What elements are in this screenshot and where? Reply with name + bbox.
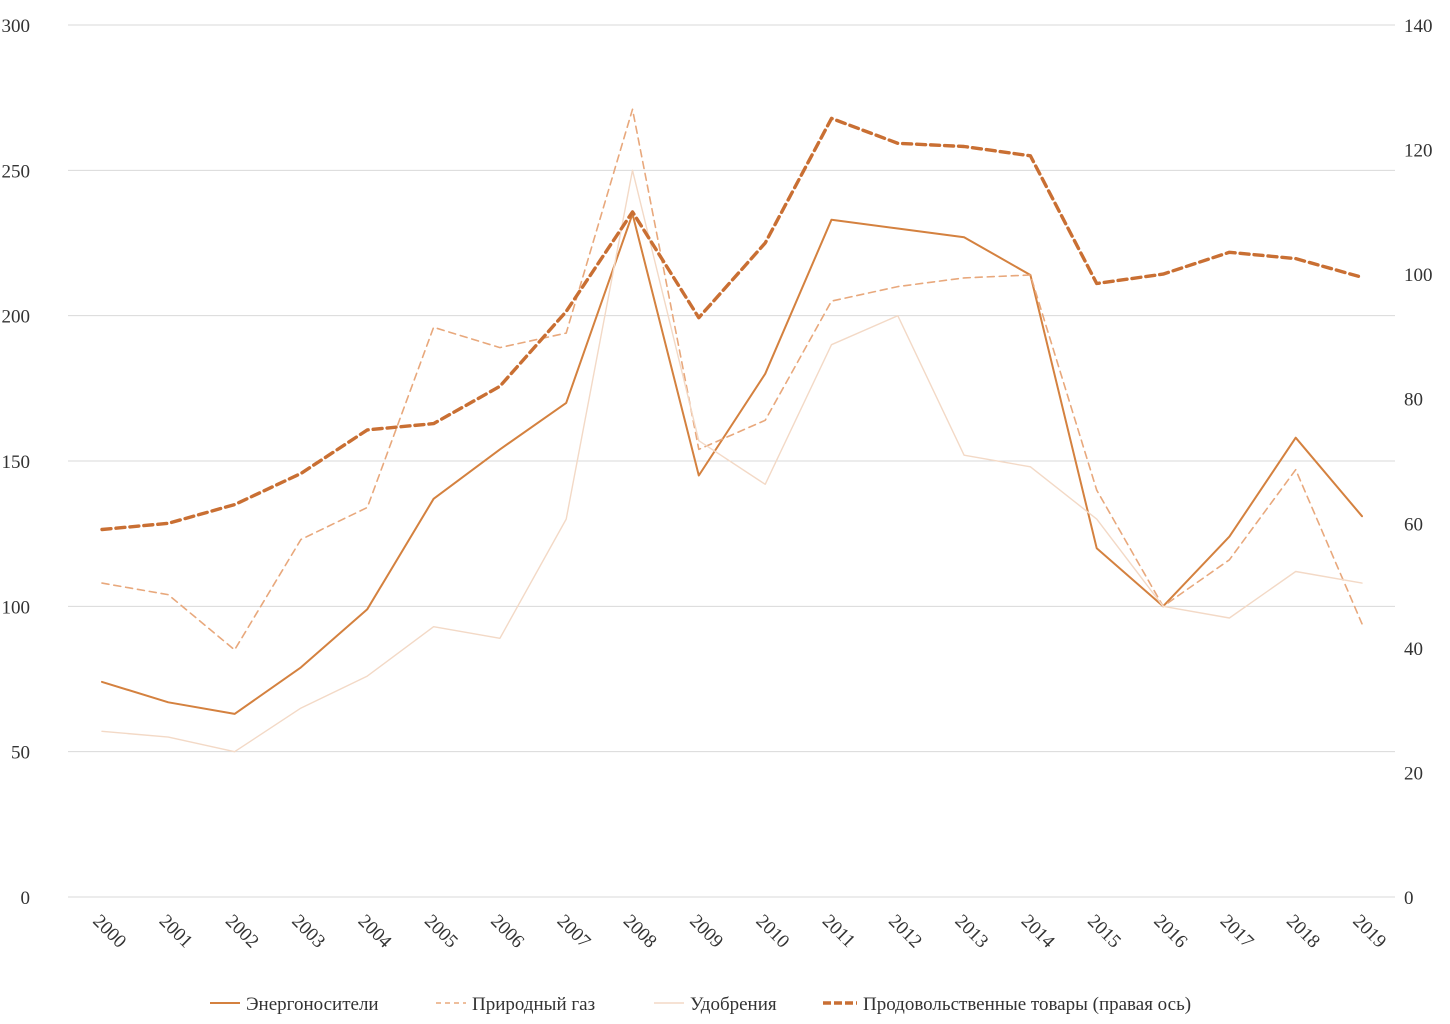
x-tick-label: 2009 (685, 911, 727, 953)
x-tick-label: 2014 (1017, 911, 1059, 953)
left-tick-label: 0 (21, 888, 31, 909)
right-tick-label: 0 (1404, 888, 1414, 909)
left-tick-label: 100 (2, 597, 31, 618)
grid-lines (68, 24, 1395, 898)
right-tick-label: 140 (1404, 16, 1433, 37)
legend-item-3: Продовольственные товары (правая ось) (823, 994, 1191, 1015)
x-tick-label: 2015 (1083, 911, 1125, 953)
x-tick-label: 2003 (287, 911, 329, 953)
right-tick-label: 20 (1404, 763, 1423, 784)
series-lines (100, 108, 1364, 753)
x-tick-label: 2016 (1150, 911, 1192, 953)
left-tick-label: 200 (2, 307, 31, 328)
x-tick-label: 2011 (818, 911, 859, 952)
left-y-axis: 0 50 100 150 200 250 300 (2, 16, 31, 909)
right-tick-label: 60 (1404, 514, 1423, 535)
right-tick-label: 40 (1404, 639, 1423, 660)
x-tick-label: 2010 (752, 911, 794, 953)
right-tick-label: 100 (1404, 265, 1433, 286)
x-tick-label: 2000 (88, 911, 130, 953)
legend-label: Природный газ (472, 994, 595, 1015)
x-tick-label: 2001 (155, 911, 197, 953)
series-line-1 (101, 108, 1363, 651)
legend-label: Удобрения (690, 994, 777, 1015)
x-tick-label: 2012 (884, 911, 926, 953)
left-tick-label: 300 (2, 16, 31, 37)
series-line-3 (100, 116, 1364, 532)
right-tick-label: 120 (1404, 141, 1433, 162)
legend-item-2: Удобрения (654, 994, 777, 1015)
right-y-axis: 0 20 40 60 80 100 120 140 (1404, 16, 1433, 909)
legend-label: Энергоносители (246, 994, 379, 1015)
left-tick-label: 150 (2, 452, 31, 473)
series-line-0 (101, 212, 1363, 715)
legend-item-0: Энергоносители (210, 994, 379, 1015)
x-tick-label: 2006 (486, 911, 528, 953)
legend-label: Продовольственные товары (правая ось) (863, 994, 1191, 1015)
x-tick-label: 2018 (1282, 911, 1324, 953)
x-tick-label: 2008 (619, 911, 661, 953)
x-tick-label: 2004 (354, 911, 396, 953)
x-tick-label: 2017 (1216, 911, 1258, 953)
left-tick-label: 250 (2, 161, 31, 182)
x-tick-label: 2002 (221, 911, 263, 953)
x-tick-label: 2005 (420, 911, 462, 953)
legend-item-1: Природный газ (436, 994, 595, 1015)
right-tick-label: 80 (1404, 390, 1423, 411)
legend: Энергоносители Природный газ Удобрения Прод… (210, 994, 1191, 1015)
left-tick-label: 50 (11, 743, 30, 764)
x-axis: 2000 2001 2002 2003 2004 2005 2006 2007 2008 2009… (88, 911, 1390, 953)
x-tick-label: 2019 (1348, 911, 1390, 953)
x-tick-label: 2013 (951, 911, 993, 953)
series-line-2 (101, 169, 1363, 753)
x-tick-label: 2007 (553, 911, 595, 953)
